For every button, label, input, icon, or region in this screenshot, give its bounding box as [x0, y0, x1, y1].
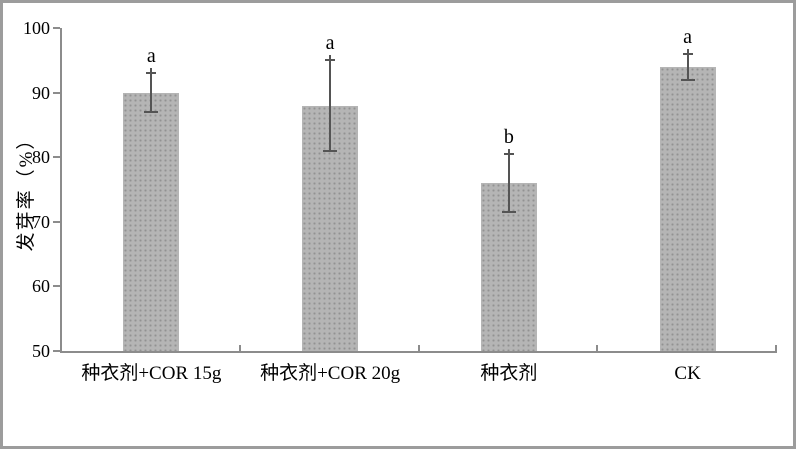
- y-axis-tick: [53, 285, 60, 288]
- error-bar-top-cap: [325, 59, 336, 62]
- error-bar-bottom-cap: [680, 78, 695, 81]
- y-axis-title: 发芽率（%）: [16, 128, 37, 252]
- error-bar-top-cap: [146, 72, 157, 75]
- x-category-label: 种衣剂: [480, 363, 538, 384]
- significance-letter: b: [503, 125, 514, 148]
- x-category-label: 种衣剂+COR 20g: [260, 363, 401, 384]
- error-bar-line: [686, 48, 689, 81]
- error-bar-top-cap: [682, 52, 693, 55]
- x-axis-tick: [775, 345, 777, 351]
- y-axis-tick: [53, 27, 60, 29]
- error-bar-bottom-cap: [144, 110, 159, 113]
- error-bar-bottom-cap: [323, 149, 338, 152]
- x-category-label: 种衣剂+COR 15g: [81, 363, 222, 384]
- x-axis-tick: [596, 345, 599, 351]
- y-tick-label: 60: [32, 276, 50, 297]
- y-tick-label: 80: [32, 147, 50, 168]
- significance-letter: a: [325, 32, 335, 55]
- y-tick-label: 50: [32, 341, 50, 361]
- y-axis-tick: [53, 350, 60, 352]
- error-bar-line: [329, 55, 332, 152]
- error-bar-line: [507, 148, 510, 214]
- y-tick-label: 100: [23, 18, 50, 38]
- error-bar-bottom-cap: [501, 211, 516, 214]
- error-bar-top-cap: [503, 152, 514, 155]
- significance-letter: a: [146, 45, 156, 68]
- y-axis-tick: [53, 156, 60, 159]
- y-axis-tick: [53, 220, 60, 223]
- x-axis-tick: [238, 345, 241, 351]
- x-category-label: CK: [674, 363, 701, 384]
- plot-area: 100 90 80 70 60 50 a 种衣剂+COR 15g a 种衣剂+COR 20g b 种衣…: [23, 18, 777, 384]
- significance-letter: a: [683, 25, 693, 48]
- x-axis-tick: [417, 345, 420, 351]
- y-axis-tick: [53, 91, 60, 94]
- y-tick-label: 90: [32, 82, 50, 103]
- error-bar-line: [150, 68, 153, 113]
- y-tick-label: 70: [32, 211, 50, 232]
- bar: [659, 66, 716, 351]
- bar: [123, 92, 180, 351]
